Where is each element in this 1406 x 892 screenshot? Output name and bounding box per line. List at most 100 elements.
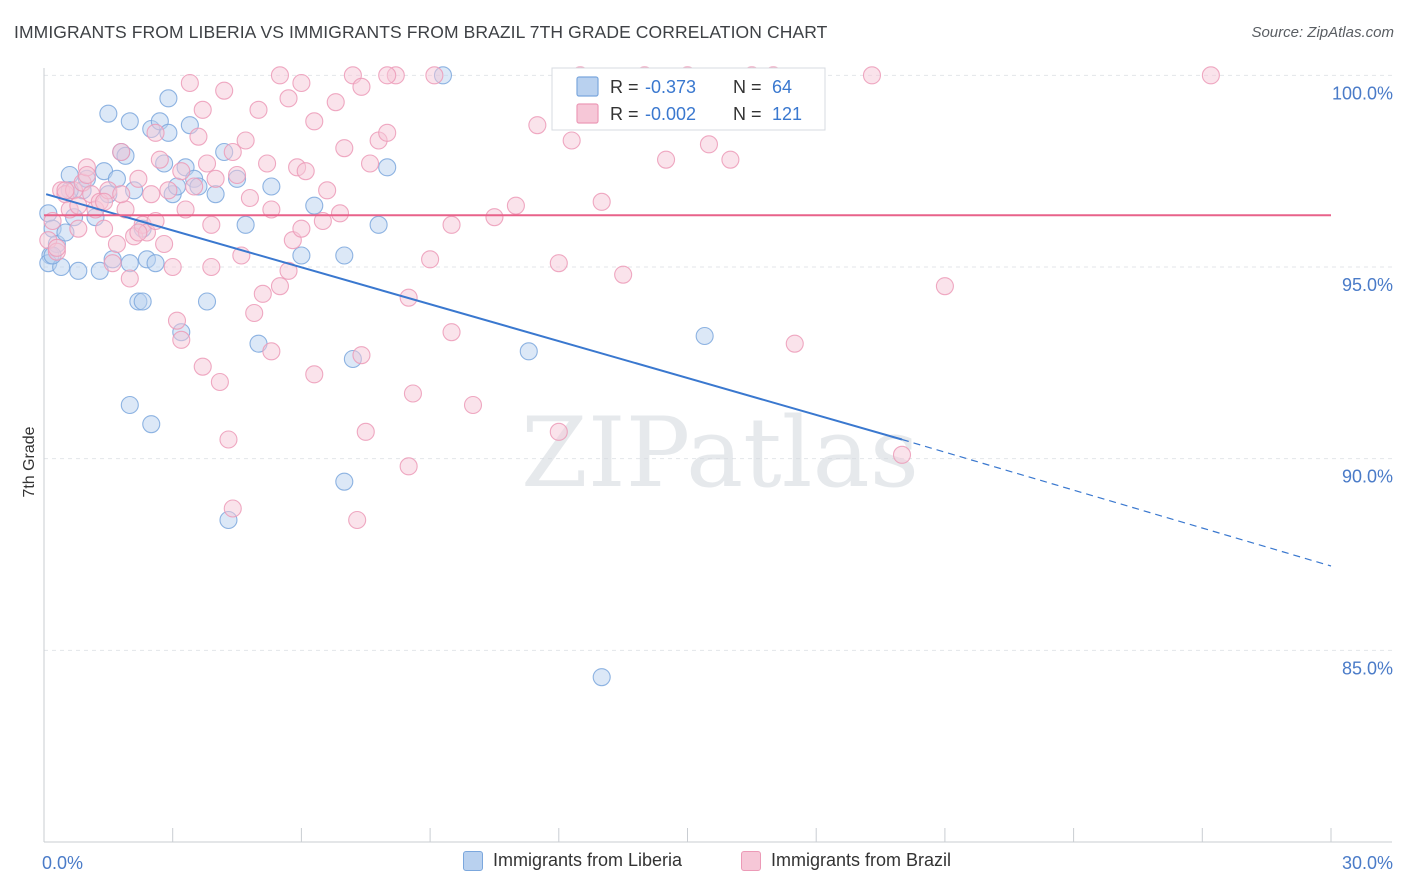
brazil-point xyxy=(421,250,440,269)
legend-swatch-brazil xyxy=(741,850,761,871)
brazil-point xyxy=(129,169,148,188)
brazil-point xyxy=(103,254,122,273)
brazil-point xyxy=(305,112,324,131)
brazil-point xyxy=(163,257,182,277)
liberia-point xyxy=(99,104,118,123)
brazil-point xyxy=(313,211,332,231)
liberia-point xyxy=(519,342,538,361)
brazil-point xyxy=(202,257,221,277)
brazil-point xyxy=(442,323,461,342)
brazil-point xyxy=(506,196,525,215)
legend-item-liberia: Immigrants from Liberia xyxy=(463,850,682,871)
brazil-point xyxy=(47,238,66,257)
legend-label-liberia: Immigrants from Liberia xyxy=(493,850,683,870)
brazil-point xyxy=(185,177,204,196)
liberia-point xyxy=(197,292,217,311)
brazil-point xyxy=(176,200,195,219)
stats-n-value-liberia: 64 xyxy=(772,77,792,97)
brazil-point xyxy=(172,330,191,349)
chart-title: IMMIGRANTS FROM LIBERIA VS IMMIGRANTS FR… xyxy=(14,22,828,42)
brazil-point xyxy=(352,346,371,365)
liberia-point xyxy=(695,326,714,346)
stats-legend-swatch-brazil xyxy=(576,103,599,124)
brazil-point xyxy=(223,499,242,518)
brazil-point xyxy=(785,334,804,353)
liberia-point xyxy=(305,196,324,215)
brazil-point xyxy=(202,215,221,234)
brazil-point xyxy=(236,131,255,150)
brazil-point xyxy=(193,100,212,119)
liberia-point xyxy=(292,246,311,265)
brazil-point xyxy=(69,219,88,238)
brazil-point xyxy=(270,277,290,296)
brazil-point xyxy=(270,66,290,85)
chart-source: Source: ZipAtlas.com xyxy=(1251,24,1394,41)
liberia-point xyxy=(378,158,397,177)
brazil-point xyxy=(258,154,277,173)
stats-legend-swatch-liberia xyxy=(576,76,599,97)
brazil-point xyxy=(240,188,259,208)
brazil-point xyxy=(528,116,547,135)
brazil-point xyxy=(862,66,882,85)
brazil-point xyxy=(180,73,199,93)
brazil-point xyxy=(403,384,422,403)
x-tick-labels: 0.0% 30.0% xyxy=(42,853,1393,873)
brazil-point xyxy=(167,311,187,330)
watermark: ZIPatlas xyxy=(521,397,919,509)
brazil-point xyxy=(378,123,397,142)
brazil-point xyxy=(150,150,169,169)
brazil-point xyxy=(219,430,238,449)
trend-line-liberia xyxy=(45,193,903,441)
brazil-point xyxy=(1201,66,1220,85)
brazil-point xyxy=(656,150,676,169)
gridlines xyxy=(44,74,1392,651)
brazil-point xyxy=(120,269,139,288)
brazil-point xyxy=(228,165,247,185)
y-tick-label: 100.0% xyxy=(1332,83,1393,103)
y-axis-label: 7th Grade xyxy=(21,426,38,497)
liberia-point xyxy=(592,668,611,687)
brazil-point xyxy=(262,200,281,219)
brazil-point xyxy=(296,162,315,181)
brazil-point xyxy=(56,181,75,200)
brazil-point xyxy=(262,342,281,361)
stats-n-label-liberia: N = xyxy=(733,77,762,97)
brazil-point xyxy=(356,422,375,441)
brazil-point xyxy=(360,154,380,173)
brazil-point xyxy=(721,150,740,169)
brazil-point xyxy=(193,357,212,376)
brazil-point xyxy=(223,142,242,162)
brazil-point xyxy=(210,372,229,392)
brazil-point xyxy=(112,142,131,162)
stats-r-label-liberia: R = xyxy=(610,77,639,97)
liberia-point xyxy=(120,112,139,131)
brazil-point xyxy=(442,215,461,234)
brazil-point xyxy=(253,284,272,303)
brazil-point xyxy=(549,254,568,273)
brazil-point xyxy=(292,73,311,93)
stats-legend: R = -0.373 N = 64 R = -0.002 N = 121 xyxy=(551,67,826,131)
brazil-point xyxy=(197,154,217,173)
brazil-point xyxy=(399,457,418,476)
axes xyxy=(43,68,1392,843)
brazil-point xyxy=(215,81,234,100)
brazil-point xyxy=(279,261,298,280)
brazil-point xyxy=(142,185,161,204)
brazil-point xyxy=(146,123,165,142)
brazil-point xyxy=(129,223,148,242)
x-tick-label: 0.0% xyxy=(42,853,83,873)
liberia-point xyxy=(133,292,152,311)
legend-item-brazil: Immigrants from Brazil xyxy=(741,850,951,871)
brazil-point xyxy=(592,192,611,211)
brazil-point xyxy=(43,211,62,231)
brazil-point xyxy=(112,185,131,204)
brazil-point xyxy=(189,127,208,146)
brazil-point xyxy=(699,135,719,154)
y-tick-label: 90.0% xyxy=(1342,467,1393,487)
brazil-point xyxy=(463,395,483,415)
y-tick-label: 85.0% xyxy=(1342,658,1393,678)
liberia-point xyxy=(369,215,388,234)
brazil-point xyxy=(172,162,191,181)
liberia-point xyxy=(262,177,281,196)
liberia-point xyxy=(120,254,139,273)
